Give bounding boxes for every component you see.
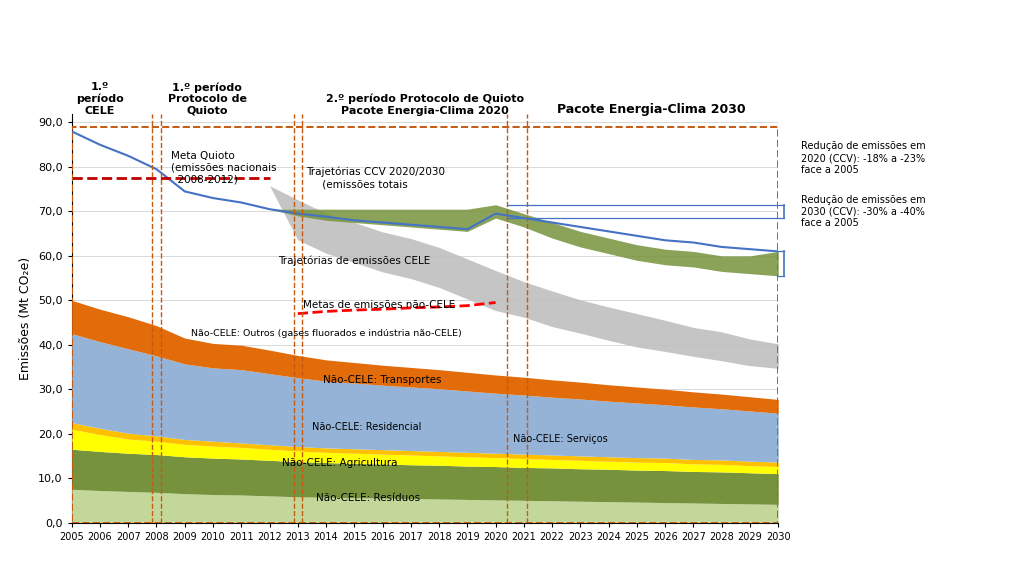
Text: Redução de emissões em
2030 (CCV): -30% a -40%
face a 2005: Redução de emissões em 2030 (CCV): -30% … — [801, 195, 926, 228]
Y-axis label: Emissões (Mt CO₂e): Emissões (Mt CO₂e) — [19, 257, 33, 379]
Text: 1.º
período
CELE: 1.º período CELE — [76, 82, 124, 116]
Text: Não-CELE: Resíduos: Não-CELE: Resíduos — [316, 493, 421, 503]
Text: Trajetórias de emissões CELE: Trajetórias de emissões CELE — [279, 255, 430, 266]
Text: Não-CELE: Serviços: Não-CELE: Serviços — [513, 434, 607, 444]
Text: Não-CELE: Transportes: Não-CELE: Transportes — [324, 375, 441, 385]
Text: Metas de emissões não-CELE: Metas de emissões não-CELE — [303, 300, 456, 310]
Text: Pacote Energia-Clima 2030: Pacote Energia-Clima 2030 — [557, 103, 745, 116]
Text: 1.º período
Protocolo de
Quioto: 1.º período Protocolo de Quioto — [168, 82, 247, 116]
Text: Meta Quioto
(emissões nacionais
  2008-2012): Meta Quioto (emissões nacionais 2008-201… — [171, 152, 276, 185]
Text: Redução de emissões em
2020 (CCV): -18% a -23%
face a 2005: Redução de emissões em 2020 (CCV): -18% … — [801, 141, 926, 174]
Text: Não-CELE: Residencial: Não-CELE: Residencial — [312, 422, 421, 432]
Text: Não-CELE: Outros (gases fluorados e indústria não-CELE): Não-CELE: Outros (gases fluorados e indú… — [190, 329, 462, 338]
Text: 2.º período Protocolo de Quioto
Pacote Energia-Clima 2020: 2.º período Protocolo de Quioto Pacote E… — [326, 94, 524, 116]
Text: Não-CELE: Agricultura: Não-CELE: Agricultura — [283, 458, 398, 467]
Text: Trajetórias CCV 2020/2030
     (emissões totais: Trajetórias CCV 2020/2030 (emissões tota… — [306, 167, 445, 189]
